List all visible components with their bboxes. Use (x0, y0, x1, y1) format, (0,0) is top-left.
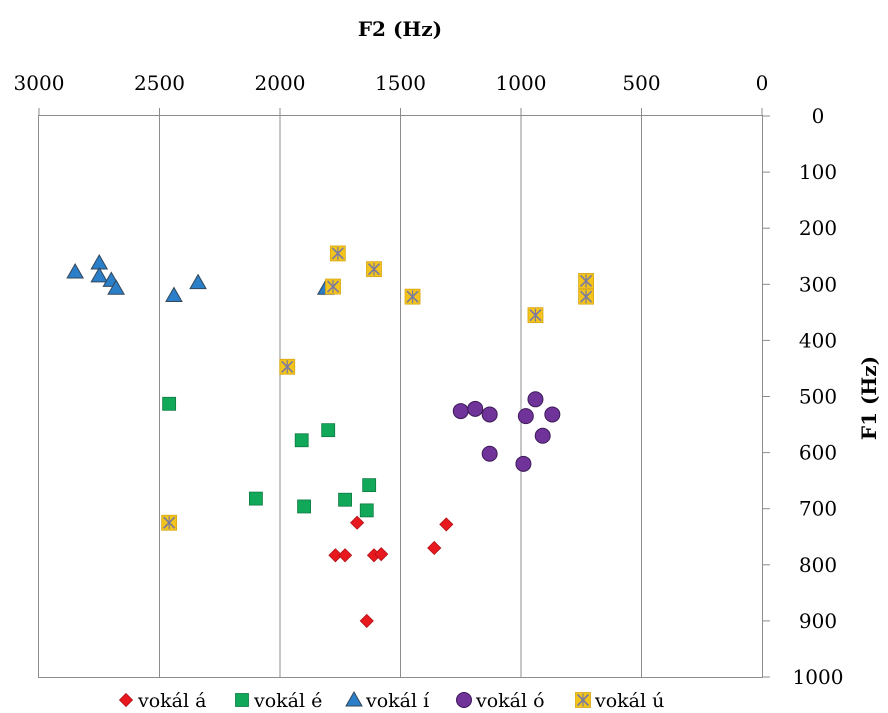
data-point (161, 514, 178, 531)
legend-label: vokál ú (594, 690, 664, 712)
data-point (325, 278, 341, 295)
legend-marker (456, 692, 472, 708)
y-tick-label: 100 (799, 160, 837, 184)
legend-label: vokál é (253, 690, 322, 712)
y-tick-label: 400 (799, 328, 837, 352)
data-points (66, 245, 594, 628)
legend-marker (575, 692, 591, 708)
data-point (374, 547, 389, 562)
legend-label: vokál ó (475, 690, 545, 712)
y-tick-label: 500 (799, 385, 837, 409)
y-tick-label: 800 (799, 553, 837, 577)
data-point (338, 548, 353, 563)
data-point (329, 245, 346, 262)
y-tick-label: 600 (799, 441, 837, 465)
x-tick-label: 3000 (14, 71, 65, 95)
data-point (294, 433, 309, 448)
legend-marker (235, 693, 249, 707)
data-point (107, 279, 125, 295)
data-point (578, 273, 594, 289)
data-point (359, 503, 374, 518)
data-point (66, 262, 85, 279)
data-point (248, 491, 263, 506)
x-tick-label: 1500 (375, 71, 426, 95)
data-point (481, 406, 498, 423)
y-axis-ticks: 0 100 200 300 400 500 600 700 800 900 1000 (762, 104, 843, 689)
data-point (321, 423, 336, 438)
data-point (544, 406, 561, 423)
x-tick-label: 2500 (134, 71, 185, 95)
y-tick-label: 700 (799, 497, 837, 521)
y-tick-label: 300 (799, 272, 837, 296)
y-tick-label: 900 (799, 609, 837, 633)
data-point (165, 286, 183, 303)
data-point (90, 266, 109, 283)
x-tick-label: 500 (622, 71, 660, 95)
data-point (362, 478, 377, 493)
data-point (359, 613, 374, 628)
data-point (578, 288, 594, 305)
legend-item: vokál é (235, 690, 322, 712)
y-tick-label: 200 (799, 216, 837, 240)
data-point (515, 455, 532, 472)
data-point (162, 396, 177, 411)
x-tick-label: 0 (756, 71, 769, 95)
data-point (279, 358, 296, 375)
data-point (366, 261, 382, 278)
x-axis-ticks: 3000 2500 2000 1500 1000 500 0 (14, 71, 769, 677)
data-point (297, 499, 312, 514)
data-point (427, 540, 442, 556)
legend-label: vokál á (137, 690, 206, 712)
legend: vokál á vokál é vokál í vokál ó vokál ú (118, 690, 664, 712)
legend-item: vokál ú (575, 690, 664, 712)
x-axis-title: F2 (Hz) (358, 17, 442, 41)
y-tick-label: 1000 (793, 665, 844, 689)
data-point (328, 548, 343, 563)
legend-label: vokál í (365, 690, 430, 712)
x-tick-label: 2000 (255, 71, 306, 95)
y-axis-title: F1 (Hz) (857, 356, 881, 440)
x-tick-label: 1000 (496, 71, 547, 95)
data-point (534, 427, 551, 444)
data-point (481, 445, 498, 462)
legend-item: vokál á (118, 690, 206, 712)
data-point (527, 391, 544, 408)
y-tick-label: 0 (812, 104, 825, 128)
data-point (189, 273, 207, 290)
legend-item: vokál ó (456, 690, 545, 712)
data-point (527, 307, 544, 324)
data-point (350, 515, 365, 530)
legend-item: vokál í (345, 690, 430, 712)
data-point (439, 517, 454, 532)
data-point (452, 403, 469, 420)
data-point (404, 288, 421, 305)
legend-marker (118, 692, 134, 708)
legend-marker (345, 690, 363, 707)
data-point (338, 492, 352, 507)
data-point (517, 408, 534, 425)
data-point (467, 400, 484, 417)
